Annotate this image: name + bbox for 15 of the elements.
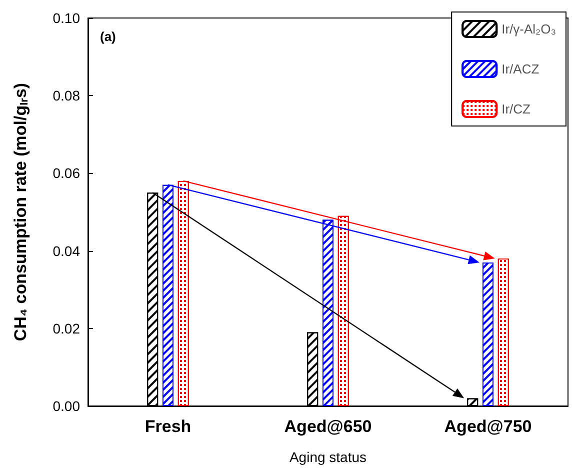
y-tick-label: 0.06 — [52, 165, 80, 182]
y-axis-title: CH₄ consumption rate (mol/gIrs) — [11, 82, 30, 342]
x-tick-label: Aged@750 — [444, 417, 532, 436]
y-tick-label: 0.04 — [52, 242, 80, 259]
annotation: (a) — [100, 29, 116, 44]
legend-label: Ir/ACZ — [502, 62, 540, 76]
legend-label: Ir/γ-Al₂O₃ — [502, 22, 556, 36]
legend-label: Ir/CZ — [502, 102, 531, 116]
y-tick-label: 0.00 — [52, 398, 80, 414]
x-tick-label: Fresh — [144, 417, 192, 436]
x-axis-title: Aging status — [289, 449, 367, 465]
y-tick-label: 0.02 — [52, 320, 80, 336]
y-tick-label: 0.08 — [52, 88, 80, 104]
y-tick-label: 0.10 — [52, 10, 80, 26]
x-tick-label: Aged@650 — [284, 417, 372, 436]
